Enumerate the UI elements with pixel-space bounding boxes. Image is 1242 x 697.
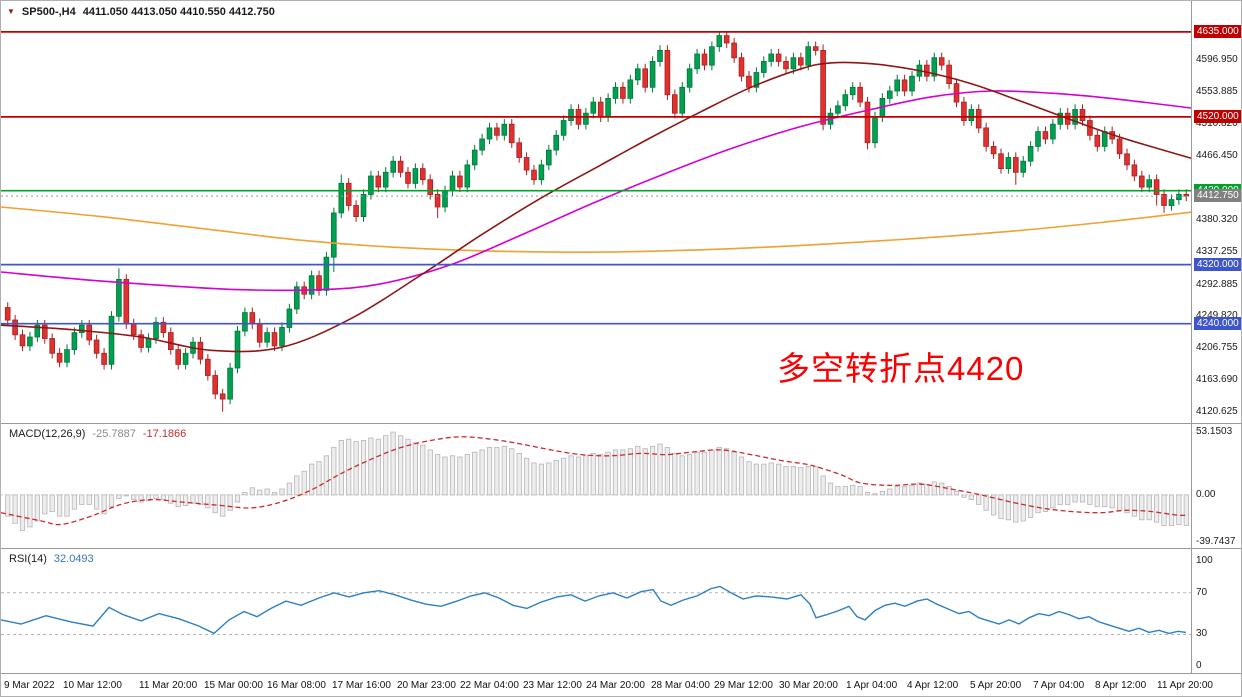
price-line-badge: 4635.000 [1194,24,1241,38]
price-tick-label: 4206.755 [1196,342,1238,354]
price-tick-label: 4292.885 [1196,278,1238,290]
time-tick-label: 8 Apr 12:00 [1095,680,1147,691]
price-line-badge: 4520.000 [1194,109,1241,123]
macd-tick-label: 0.00 [1196,488,1216,500]
rsi-axis[interactable]: 100 70 30 0 [1193,550,1241,672]
macd-panel[interactable] [1,425,1191,547]
rsi-tick-label: 70 [1196,586,1208,598]
macd-signal-value: -17.1866 [142,428,187,440]
price-tick-label: 4380.320 [1196,214,1238,226]
chart-symbol-period: SP500-,H4 [21,6,76,18]
time-tick-label: 7 Apr 04:00 [1033,680,1085,691]
price-axis-separator [1191,1,1192,673]
rsi-tick-label: 30 [1196,628,1208,640]
macd-main-value: -25.7887 [92,428,136,440]
price-line-badge: 4240.000 [1194,316,1241,330]
price-tick-label: 4120.625 [1196,405,1238,417]
rsi-name: RSI(14) [9,553,47,565]
panel-separator[interactable] [1,548,1241,549]
time-tick-label: 5 Apr 20:00 [970,680,1022,691]
time-tick-label: 28 Mar 04:00 [651,680,710,691]
chart-ohlc-values: 4411.050 4413.050 4410.550 4412.750 [82,6,275,18]
time-tick-label: 17 Mar 16:00 [332,680,391,691]
time-tick-label: 11 Mar 20:00 [139,680,198,691]
macd-name: MACD(12,26,9) [9,428,86,440]
time-tick-label: 4 Apr 12:00 [907,680,959,691]
rsi-panel[interactable] [1,550,1191,672]
time-tick-label: 22 Mar 04:00 [460,680,519,691]
time-tick-label: 24 Mar 20:00 [586,680,645,691]
time-tick-label: 10 Mar 12:00 [63,680,122,691]
chart-annotation-text[interactable]: 多空转折点4420 [777,350,1025,387]
panel-separator[interactable] [1,423,1241,424]
main-price-chart[interactable] [1,1,1191,422]
price-tick-label: 4596.950 [1196,53,1238,65]
macd-axis[interactable]: 53.1503 0.00 -39.7437 [1193,425,1241,547]
price-tick-label: 4337.255 [1196,245,1238,257]
symbol-marker-icon: ▼ [7,7,15,16]
ma-long-orange [1,206,1191,253]
rsi-tick-label: 100 [1196,555,1213,567]
price-axis[interactable]: 4596.950 4553.885 4510.820 4466.450 4380.320… [1193,1,1241,422]
price-tick-label: 4466.450 [1196,150,1238,162]
price-tick-label: 4553.885 [1196,85,1238,97]
time-tick-label: 15 Mar 00:00 [204,680,263,691]
chart-title: ▼ SP500-,H4 4411.050 4413.050 4410.550 4… [7,6,275,18]
time-tick-label: 11 Apr 20:00 [1157,680,1213,691]
time-tick-label: 29 Mar 12:00 [714,680,773,691]
price-line-badge: 4320.000 [1194,257,1241,271]
ma-mid-darkred [1,61,1191,353]
price-tick-label: 4510.820 [1196,117,1238,129]
price-tick-label: 4163.690 [1196,374,1238,386]
time-axis[interactable]: 9 Mar 2022 10 Mar 12:00 11 Mar 20:00 15 Mar… [1,674,1241,696]
macd-indicator-label: MACD(12,26,9) -25.7887 -17.1866 [9,428,186,440]
time-tick-label: 1 Apr 04:00 [846,680,898,691]
rsi-indicator-label: RSI(14) 32.0493 [9,553,94,565]
panel-separator [1,673,1241,674]
time-tick-label: 20 Mar 23:00 [397,680,456,691]
time-tick-label: 9 Mar 2022 [4,680,55,691]
time-tick-label: 30 Mar 20:00 [779,680,838,691]
time-tick-label: 16 Mar 08:00 [267,680,326,691]
rsi-value: 32.0493 [53,553,94,565]
rsi-tick-label: 0 [1196,659,1202,671]
time-tick-label: 23 Mar 12:00 [523,680,582,691]
price-tick-label: 4249.820 [1196,310,1238,322]
macd-tick-label: 53.1503 [1196,425,1233,437]
current-price-badge: 4412.750 [1194,189,1241,203]
macd-tick-label: -39.7437 [1196,535,1236,547]
